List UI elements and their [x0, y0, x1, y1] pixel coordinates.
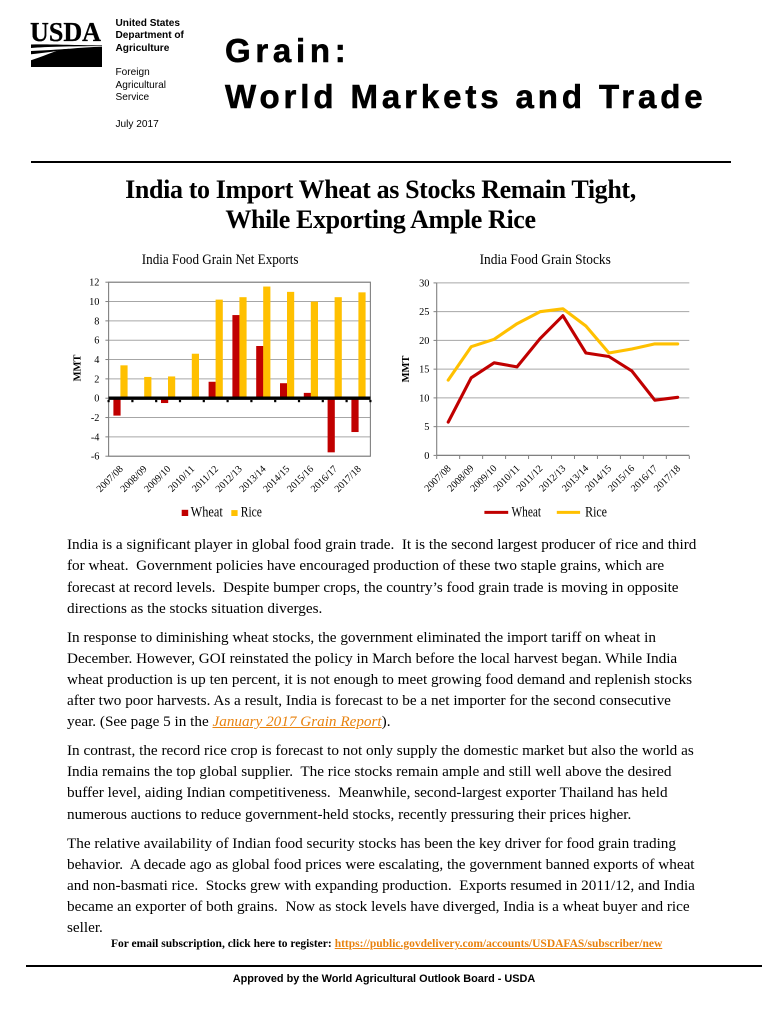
- svg-text:MMT: MMT: [401, 356, 412, 383]
- svg-text:0: 0: [424, 451, 429, 462]
- svg-text:5: 5: [424, 422, 429, 433]
- svg-text:2017/18: 2017/18: [333, 464, 364, 495]
- svg-text:20: 20: [419, 336, 429, 347]
- svg-text:15: 15: [419, 365, 429, 376]
- svg-text:4: 4: [94, 355, 99, 366]
- svg-text:-4: -4: [91, 432, 100, 443]
- svg-text:6: 6: [94, 336, 99, 347]
- svg-text:0: 0: [94, 394, 99, 405]
- svg-text:2: 2: [94, 374, 99, 385]
- svg-text:8: 8: [94, 316, 99, 327]
- svg-text:India Food Grain Stocks: India Food Grain Stocks: [480, 252, 611, 268]
- svg-text:-6: -6: [91, 452, 100, 463]
- svg-text:Wheat: Wheat: [191, 505, 223, 521]
- svg-text:-2: -2: [91, 413, 100, 424]
- svg-text:10: 10: [89, 297, 99, 308]
- svg-text:MMT: MMT: [73, 355, 84, 382]
- svg-text:USDA: USDA: [30, 20, 101, 47]
- svg-text:25: 25: [419, 307, 429, 318]
- svg-text:12: 12: [89, 278, 99, 289]
- svg-text:10: 10: [419, 393, 429, 404]
- svg-text:Rice: Rice: [241, 505, 262, 521]
- svg-text:Wheat: Wheat: [512, 505, 542, 521]
- svg-text:30: 30: [419, 278, 429, 289]
- svg-text:Rice: Rice: [585, 505, 607, 521]
- svg-text:India Food Grain Net Exports: India Food Grain Net Exports: [142, 252, 299, 268]
